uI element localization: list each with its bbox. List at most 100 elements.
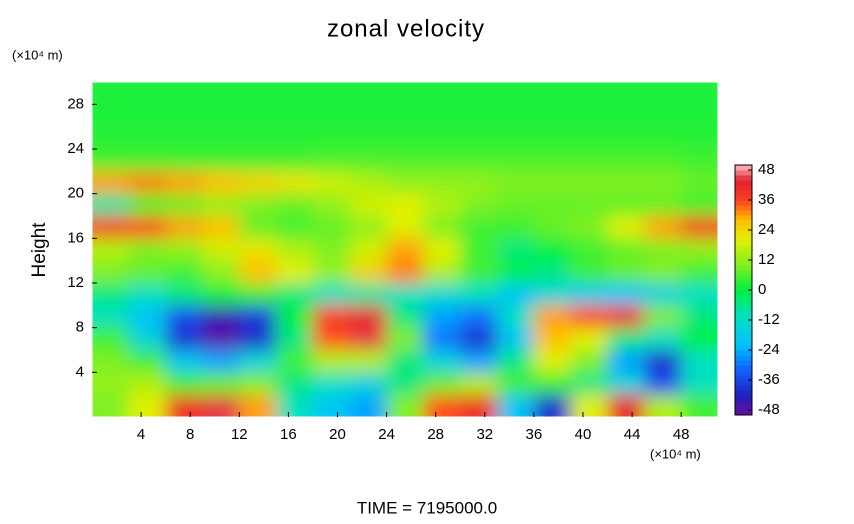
- heat-cell: [497, 305, 535, 329]
- heat-cell: [497, 238, 535, 262]
- heat-cell: [533, 372, 572, 396]
- heat-cell: [239, 305, 277, 329]
- heat-cell: [570, 149, 609, 172]
- heat-cell: [533, 126, 572, 150]
- heat-cell: [128, 126, 167, 150]
- colorbar-tick-label: -48: [758, 401, 780, 418]
- heat-cell: [349, 104, 388, 128]
- heat-cell: [386, 260, 424, 284]
- heat-cell: [128, 283, 167, 306]
- heat-cell: [681, 260, 718, 284]
- heat-cell: [497, 350, 535, 373]
- heat-cell: [423, 260, 461, 284]
- heat-cell: [202, 238, 240, 262]
- heat-cell: [92, 171, 130, 195]
- heat-cell: [239, 260, 277, 284]
- heat-cell: [644, 283, 682, 306]
- heat-cell: [349, 193, 388, 217]
- colorbar-tick-label: 48: [758, 161, 775, 178]
- heat-cell: [386, 171, 424, 195]
- heat-cell: [460, 193, 498, 217]
- heat-cell: [570, 327, 609, 351]
- heat-cell: [92, 305, 130, 329]
- heat-cell: [497, 193, 535, 217]
- heat-cell: [276, 372, 314, 396]
- heat-cell: [497, 82, 535, 105]
- colorbar-swatch: [735, 365, 752, 371]
- heat-cell: [423, 327, 461, 351]
- heat-cell: [128, 104, 167, 128]
- colorbar-swatch: [735, 360, 752, 366]
- colorbar-tick-label: 0: [758, 281, 766, 298]
- colorbar-tick-label: -24: [758, 341, 780, 358]
- heat-cell: [312, 82, 351, 105]
- heat-cell: [423, 216, 461, 239]
- colorbar-swatch: [735, 375, 752, 381]
- heat-cell: [570, 171, 609, 195]
- heat-cell: [239, 327, 277, 351]
- heat-cell: [644, 82, 682, 105]
- heat-cell: [92, 193, 130, 217]
- heat-cell: [239, 372, 277, 396]
- x-tick-label: 24: [378, 426, 395, 443]
- heat-cell: [276, 283, 314, 306]
- colorbar-swatch: [735, 395, 752, 401]
- colorbar-swatch: [735, 235, 752, 241]
- heat-cell: [128, 372, 167, 396]
- colorbar-swatch: [735, 275, 752, 281]
- heat-cell: [202, 149, 240, 172]
- heat-cell: [312, 193, 351, 217]
- heat-cell: [239, 238, 277, 262]
- heat-cell: [681, 305, 718, 329]
- heat-cell: [128, 149, 167, 172]
- heat-cell: [533, 149, 572, 172]
- heat-cell: [460, 82, 498, 105]
- colorbar-swatch: [735, 270, 752, 276]
- heat-cell: [165, 171, 203, 195]
- heat-cell: [128, 216, 167, 239]
- colorbar-swatch: [735, 170, 752, 176]
- heat-cell: [497, 260, 535, 284]
- heat-cell: [165, 193, 203, 217]
- heat-cell: [386, 283, 424, 306]
- heat-cell: [497, 283, 535, 306]
- heat-cell: [681, 327, 718, 351]
- heat-cell: [497, 126, 535, 150]
- colorbar-swatch: [735, 345, 752, 351]
- heat-cell: [202, 305, 240, 329]
- heat-cell: [165, 350, 203, 373]
- plot-frame: [91, 81, 719, 418]
- heat-cell: [312, 283, 351, 306]
- heat-cell: [128, 394, 167, 417]
- heat-cell: [128, 193, 167, 217]
- heat-cell: [128, 327, 167, 351]
- heat-cell: [607, 394, 645, 417]
- heat-cell: [644, 238, 682, 262]
- colorbar-swatch: [735, 215, 752, 221]
- heat-cell: [239, 350, 277, 373]
- heat-cell: [312, 216, 351, 239]
- heat-cell: [570, 193, 609, 217]
- heat-cell: [644, 104, 682, 128]
- colorbar-tick-label: 24: [758, 221, 775, 238]
- heat-cell: [570, 350, 609, 373]
- heat-cell: [349, 171, 388, 195]
- heat-cell: [386, 149, 424, 172]
- heat-cell: [607, 238, 645, 262]
- heat-cell: [128, 171, 167, 195]
- heat-cell: [349, 216, 388, 239]
- heat-cell: [165, 82, 203, 105]
- heat-cell: [423, 104, 461, 128]
- heat-cell: [570, 216, 609, 239]
- y-tick-label: 24: [67, 140, 84, 157]
- colorbar-swatch: [735, 240, 752, 246]
- axes: 4 8 12 16 20 24 28 32 36 40 44 48481216202428483624…: [67, 81, 780, 443]
- heat-cell: [165, 283, 203, 306]
- heat-cell: [533, 305, 572, 329]
- heat-cell: [497, 394, 535, 417]
- x-tick-label: 16: [280, 426, 297, 443]
- heat-cell: [570, 372, 609, 396]
- heat-cell: [644, 372, 682, 396]
- colorbar-swatch: [735, 330, 752, 336]
